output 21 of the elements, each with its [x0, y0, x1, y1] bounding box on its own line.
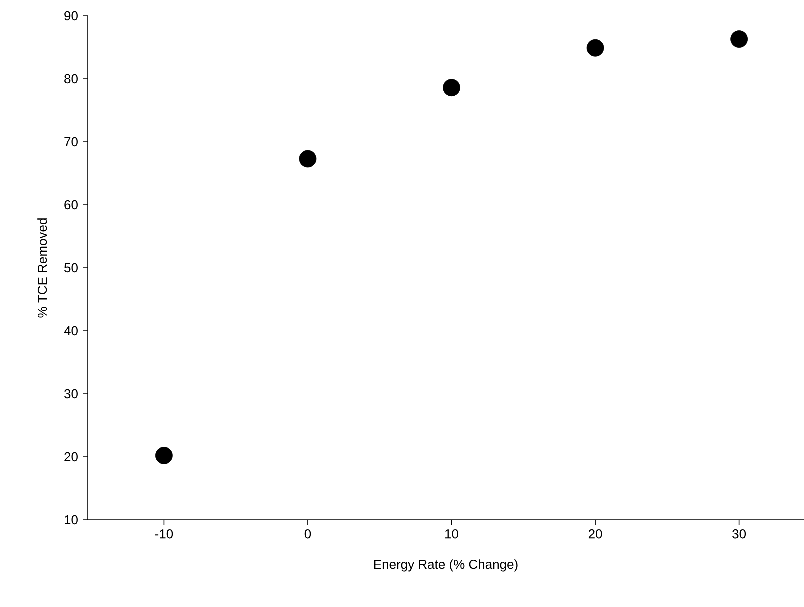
y-tick-label: 50: [64, 263, 78, 273]
y-tick-label: 70: [64, 137, 78, 147]
y-axis-title: % TCE Removed: [38, 218, 48, 318]
y-tick-label: 80: [64, 74, 78, 84]
point: [156, 447, 173, 464]
y-tick-label: 20: [64, 452, 78, 462]
x-tick-label: 0: [304, 530, 312, 539]
x-tick-label: 10: [446, 530, 458, 539]
x-tick-label: 30: [732, 530, 746, 539]
y-tick-label: 30: [64, 389, 78, 399]
y-tick-label: 40: [64, 326, 78, 336]
y-tick-label: 90: [64, 11, 78, 21]
point: [730, 30, 748, 48]
x-tick-label: -10: [155, 530, 174, 539]
x-axis-title: Energy Rate (% Change): [374, 560, 518, 572]
y-tick-label: 60: [64, 200, 78, 210]
x-tick-label: 20: [588, 530, 602, 539]
point: [443, 79, 460, 97]
point: [299, 150, 317, 168]
y-tick-label: 10: [64, 515, 78, 525]
point: [586, 39, 604, 57]
